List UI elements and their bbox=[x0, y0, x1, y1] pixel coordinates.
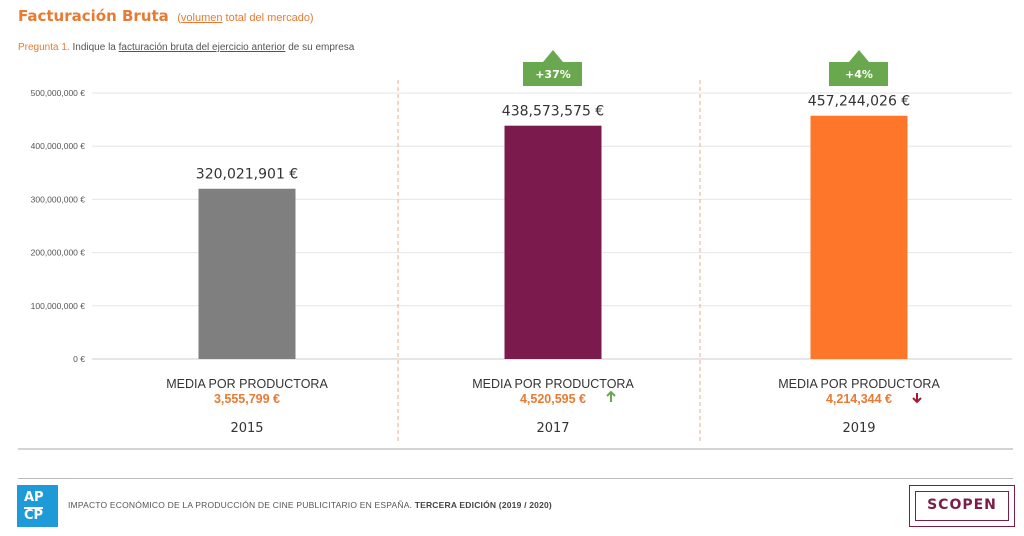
bar bbox=[504, 125, 602, 359]
y-tick-label: 0 € bbox=[73, 354, 85, 364]
media-value: 4,520,595 € bbox=[520, 392, 586, 406]
apcp-logo: AP CP bbox=[17, 485, 58, 527]
question-link: facturación bruta del ejercicio anterior bbox=[118, 42, 286, 53]
trend-up-arrow-icon bbox=[606, 390, 616, 397]
subtitle-open: ( bbox=[177, 12, 181, 24]
bar bbox=[198, 188, 296, 359]
change-badge-label: +4% bbox=[845, 68, 873, 81]
up-arrow-icon bbox=[549, 58, 557, 62]
question-after: de su empresa bbox=[285, 42, 355, 53]
y-tick-label: 400,000,000 € bbox=[31, 141, 86, 151]
bar-value-label: 320,021,901 € bbox=[196, 167, 298, 183]
media-label: MEDIA POR PRODUCTORA bbox=[166, 377, 328, 391]
footer-caption-normal: IMPACTO ECONÓMICO DE LA PRODUCCIÓN DE CI… bbox=[68, 500, 415, 510]
bar-value-label: 438,573,575 € bbox=[502, 104, 604, 120]
media-label: MEDIA POR PRODUCTORA bbox=[778, 377, 940, 391]
up-arrow-icon bbox=[849, 50, 869, 62]
scopen-logo-text: SCOPEN bbox=[927, 497, 997, 513]
logo-bottom-text: CP bbox=[24, 507, 44, 523]
change-badge bbox=[523, 62, 582, 86]
trend-down-arrow-icon bbox=[912, 397, 922, 404]
x-category-label: 2015 bbox=[230, 421, 263, 436]
media-value: 4,214,344 € bbox=[826, 392, 892, 406]
question-number: Pregunta 1. bbox=[18, 42, 70, 53]
y-tick-label: 100,000,000 € bbox=[31, 301, 86, 311]
x-category-label: 2019 bbox=[842, 421, 875, 436]
up-arrow-icon bbox=[855, 58, 863, 62]
chart-title: Facturación Bruta (volumen total del mer… bbox=[18, 7, 314, 26]
bar-chart: 0 € 100,000,000 € 200,000,000 € 300,000,000… bbox=[18, 50, 1013, 450]
question-before: Indique la bbox=[69, 42, 119, 53]
y-tick-label: 200,000,000 € bbox=[31, 248, 86, 258]
bar bbox=[810, 115, 908, 359]
bar-value-label: 457,244,026 € bbox=[808, 94, 910, 110]
up-arrow-icon bbox=[543, 50, 563, 62]
media-label: MEDIA POR PRODUCTORA bbox=[472, 377, 634, 391]
y-tick-label: 300,000,000 € bbox=[31, 194, 86, 204]
footer-divider bbox=[18, 478, 1013, 479]
media-value: 3,555,799 € bbox=[214, 392, 280, 406]
scopen-logo: SCOPEN bbox=[909, 485, 1015, 527]
y-tick-label: 500,000,000 € bbox=[31, 88, 86, 98]
logo-top-text: AP bbox=[24, 490, 44, 505]
subtitle-link: volumen bbox=[180, 12, 223, 24]
scopen-logo-frame bbox=[915, 491, 1009, 521]
title-main: Facturación Bruta bbox=[18, 7, 169, 25]
subtitle-rest: total del mercado) bbox=[222, 12, 314, 24]
change-badge bbox=[829, 62, 888, 86]
footer-caption-bold: TERCERA EDICIÓN (2019 / 2020) bbox=[414, 500, 552, 510]
x-category-label: 2017 bbox=[536, 421, 569, 436]
title-subtitle: (volumen total del mercado) bbox=[177, 12, 313, 24]
change-badge-label: +37% bbox=[535, 68, 571, 81]
question-text: Pregunta 1. Indique la facturación bruta… bbox=[18, 42, 354, 53]
footer-caption: IMPACTO ECONÓMICO DE LA PRODUCCIÓN DE CI… bbox=[68, 500, 552, 510]
